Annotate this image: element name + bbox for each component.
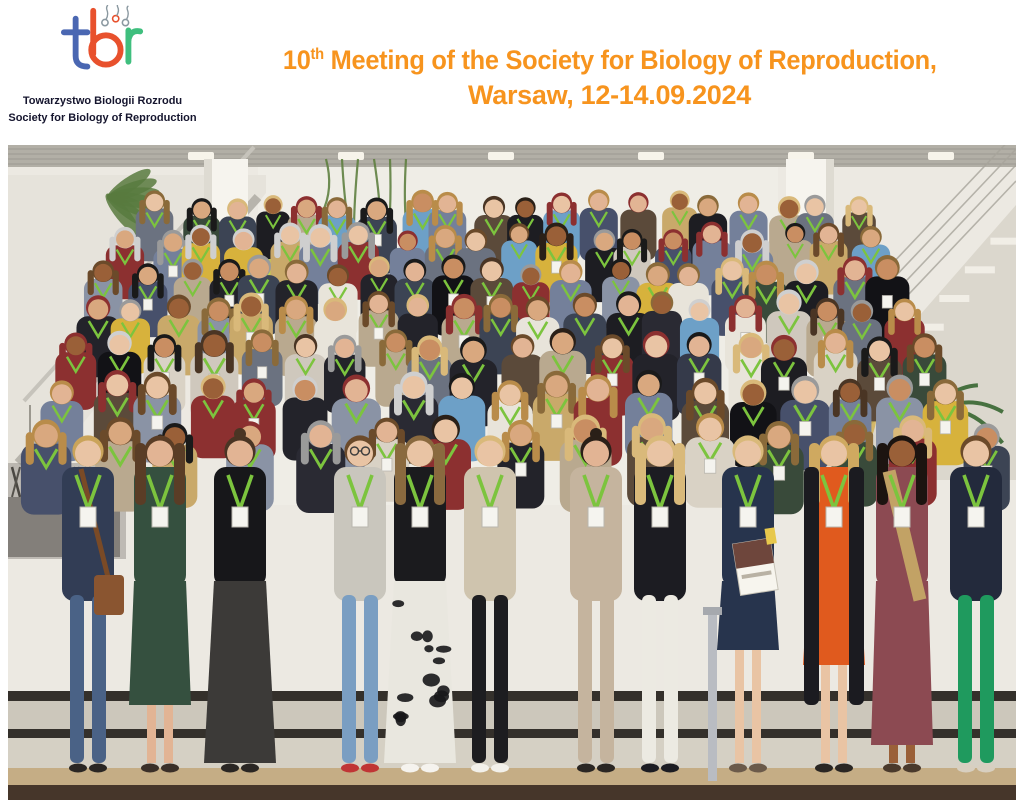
title-line-1: 10th Meeting of the Society for Biology … — [282, 44, 937, 75]
sperm-icon — [100, 5, 129, 27]
logo-caption: Towarzystwo Biologii Rozrodu Society for… — [8, 93, 196, 126]
page-title: 10th Meeting of the Society for Biology … — [205, 0, 1024, 145]
logo-caption-polish: Towarzystwo Biologii Rozrodu — [22, 95, 183, 107]
tbr-logo-icon — [60, 5, 143, 70]
logo-letter-t — [72, 15, 90, 70]
ordinal-superscript: th — [310, 45, 324, 63]
group-photo — [8, 145, 1016, 800]
header: Towarzystwo Biologii Rozrodu Society for… — [0, 0, 1024, 145]
title-line-2: Warsaw, 12-14.09.2024 — [468, 79, 751, 110]
logo-block: Towarzystwo Biologii Rozrodu Society for… — [0, 0, 205, 145]
logo-caption-english: Society for Biology of Reproduction — [8, 111, 197, 124]
group-photo-illustration — [8, 145, 1016, 800]
